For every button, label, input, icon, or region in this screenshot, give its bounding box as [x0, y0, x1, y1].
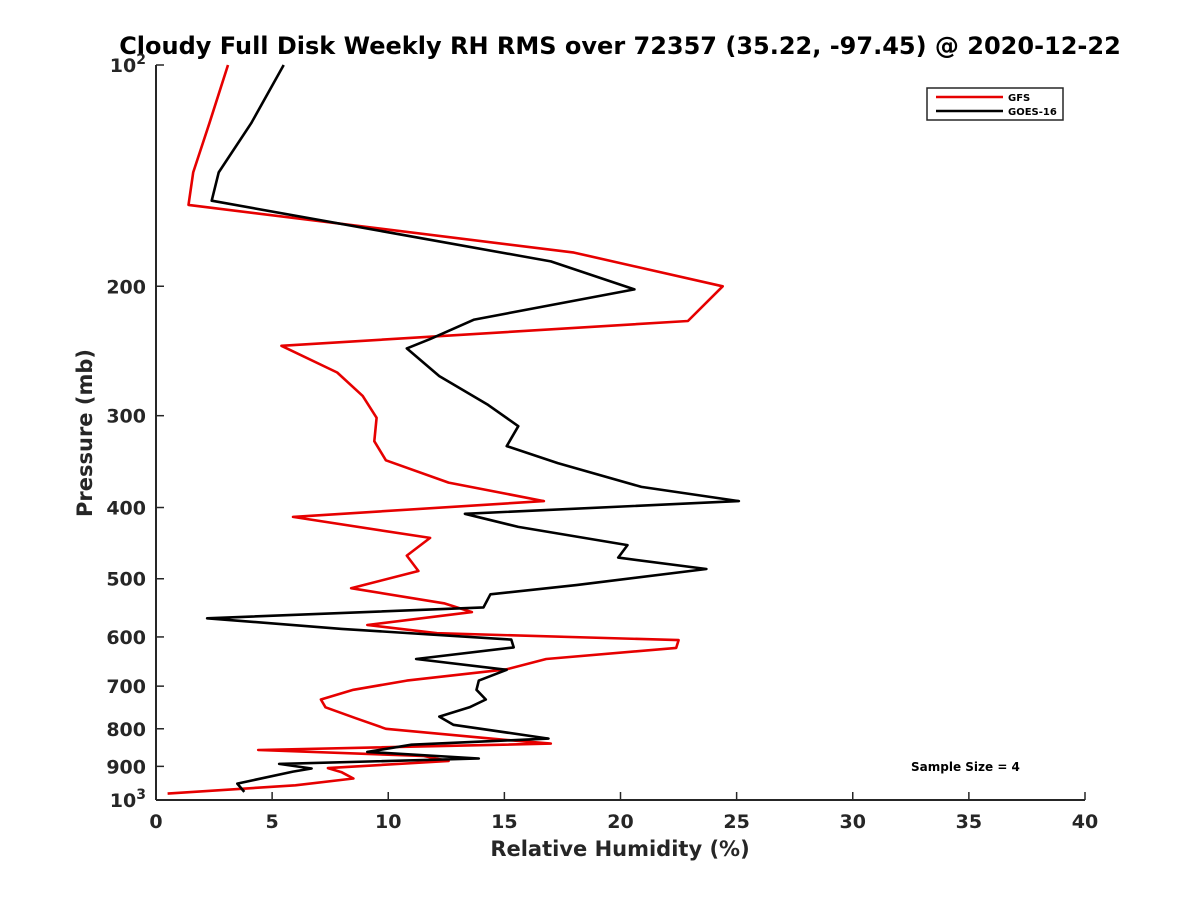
legend-label-gfs: GFS: [1008, 93, 1030, 104]
ticks: 0 5 10 15 20 25 30 35 40102200300400500600700800…: [106, 52, 1098, 833]
y-tick-label: 200: [106, 276, 146, 298]
x-tick-label: 30: [840, 811, 866, 833]
y-tick-base: 10: [110, 55, 136, 77]
y-tick-exponent: 2: [136, 52, 146, 68]
y-tick-label: 500: [106, 569, 146, 591]
y-tick-label: 300: [106, 406, 146, 428]
y-tick-label: 103: [110, 787, 146, 812]
axes: [155, 65, 1085, 801]
y-tick-label: 600: [106, 627, 146, 649]
x-axis-label: Relative Humidity (%): [490, 837, 749, 861]
y-tick-exponent: 3: [136, 787, 146, 803]
y-axis-label: Pressure (mb): [73, 349, 97, 517]
x-tick-label: 5: [266, 811, 279, 833]
y-tick-label: 400: [106, 498, 146, 520]
series-line-goes-16: [205, 64, 741, 793]
legend-box: [926, 87, 1064, 121]
y-tick-label: 800: [106, 719, 146, 741]
x-tick-label: 10: [375, 811, 401, 833]
x-tick-label: 25: [723, 811, 749, 833]
y-tick-label: 102: [110, 52, 146, 77]
x-tick-label: 35: [956, 811, 982, 833]
series-line-gfs: [167, 64, 725, 795]
legend: GFS GOES-16: [926, 87, 1064, 121]
x-tick-label: 20: [607, 811, 633, 833]
y-tick-label: 700: [106, 676, 146, 698]
y-tick-base: 10: [110, 790, 136, 812]
y-tick-label: 900: [106, 756, 146, 778]
sample-size-annotation: Sample Size = 4: [911, 760, 1020, 774]
x-tick-label: 0: [149, 811, 162, 833]
series-layer: [167, 64, 741, 795]
chart-title: Cloudy Full Disk Weekly RH RMS over 7235…: [119, 32, 1121, 60]
x-tick-label: 15: [491, 811, 517, 833]
x-tick-label: 40: [1072, 811, 1098, 833]
legend-label-goes-16: GOES-16: [1008, 107, 1057, 118]
